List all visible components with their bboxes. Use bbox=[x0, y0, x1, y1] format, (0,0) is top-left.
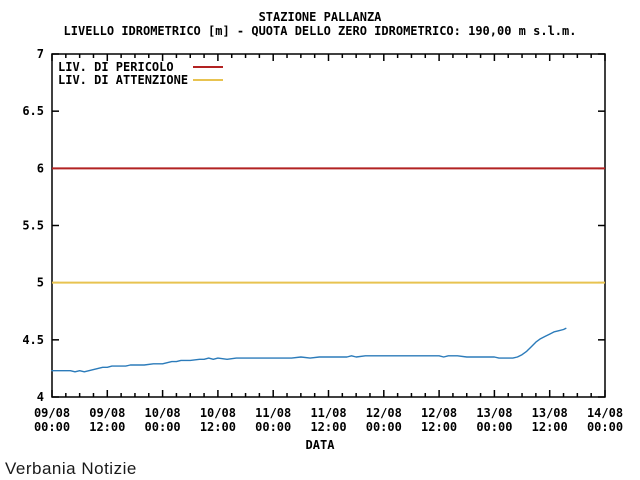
x-tick-label-time: 00:00 bbox=[145, 420, 181, 434]
watermark-verbania-notizie: Verbania Notizie bbox=[5, 459, 137, 478]
x-tick-label-date: 13/08 bbox=[476, 406, 512, 420]
x-tick-label-date: 13/08 bbox=[532, 406, 568, 420]
x-tick-label-date: 14/08 bbox=[587, 406, 623, 420]
x-tick-label-date: 11/08 bbox=[310, 406, 346, 420]
x-tick-label-date: 12/08 bbox=[421, 406, 457, 420]
x-tick-label-time: 12:00 bbox=[89, 420, 125, 434]
y-tick-label: 5.5 bbox=[22, 219, 44, 233]
x-tick-label-time: 00:00 bbox=[366, 420, 402, 434]
x-tick-label-time: 12:00 bbox=[310, 420, 346, 434]
legend-label-warning-level: LIV. DI ATTENZIONE bbox=[58, 73, 188, 87]
y-axis-tick-labels: 4 4.5 5 5.5 6 6.5 7 bbox=[22, 47, 44, 404]
water-level-series-line bbox=[51, 327, 567, 373]
legend: LIV. DI PERICOLO LIV. DI ATTENZIONE bbox=[58, 60, 223, 87]
x-tick-label-time: 12:00 bbox=[200, 420, 236, 434]
x-axis-ticks bbox=[51, 54, 606, 397]
x-axis-title: DATA bbox=[306, 438, 336, 452]
y-tick-label: 6 bbox=[37, 161, 44, 175]
y-axis-ticks bbox=[52, 53, 605, 398]
y-tick-label: 7 bbox=[37, 47, 44, 61]
threshold-lines bbox=[52, 167, 605, 284]
y-tick-label: 6.5 bbox=[22, 104, 44, 118]
x-tick-label-time: 00:00 bbox=[587, 420, 623, 434]
legend-label-danger-level: LIV. DI PERICOLO bbox=[58, 60, 174, 74]
x-tick-label-date: 12/08 bbox=[366, 406, 402, 420]
x-tick-label-time: 00:00 bbox=[34, 420, 70, 434]
x-tick-label-date: 10/08 bbox=[145, 406, 181, 420]
x-tick-label-date: 11/08 bbox=[255, 406, 291, 420]
y-tick-label: 4 bbox=[37, 390, 44, 404]
x-tick-label-time: 00:00 bbox=[476, 420, 512, 434]
chart-subtitle: LIVELLO IDROMETRICO [m] - QUOTA DELLO ZE… bbox=[64, 24, 577, 38]
x-tick-label-time: 00:00 bbox=[255, 420, 291, 434]
x-axis-tick-labels: 09/0800:0009/0812:0010/0800:0010/0812:00… bbox=[34, 406, 623, 434]
y-tick-label: 5 bbox=[37, 276, 44, 290]
x-tick-label-date: 09/08 bbox=[89, 406, 125, 420]
plot-border bbox=[51, 53, 606, 398]
x-tick-label-time: 12:00 bbox=[532, 420, 568, 434]
chart-title: STAZIONE PALLANZA bbox=[259, 10, 383, 24]
x-tick-label-time: 12:00 bbox=[421, 420, 457, 434]
x-tick-label-date: 09/08 bbox=[34, 406, 70, 420]
data-series-lines bbox=[51, 327, 567, 373]
x-tick-label-date: 10/08 bbox=[200, 406, 236, 420]
y-tick-label: 4.5 bbox=[22, 333, 44, 347]
